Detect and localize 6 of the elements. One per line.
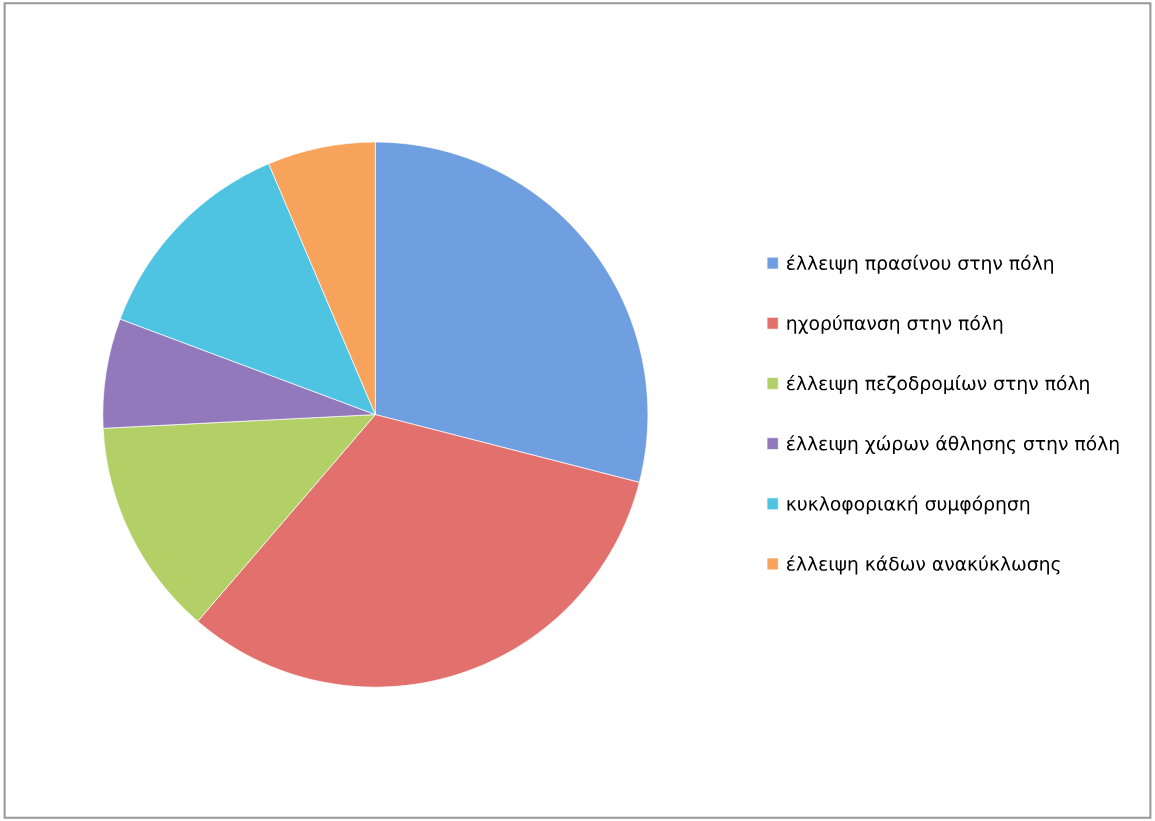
legend-label: έλλειψη χώρων άθλησης στην πόλη [787,435,1119,455]
legend-label: έλλειψη πεζοδρομίων στην πόλη [787,375,1089,394]
legend-label: έλλειψη κάδων ανακύκλωσης [787,555,1060,575]
legend-label: ηχορύπανση στην πόλη [787,314,1003,334]
legend-label: κυκλοφοριακή συμφόρηση [787,495,1030,515]
legend-label: έλλειψη πρασίνου στην πόλη [787,254,1053,274]
